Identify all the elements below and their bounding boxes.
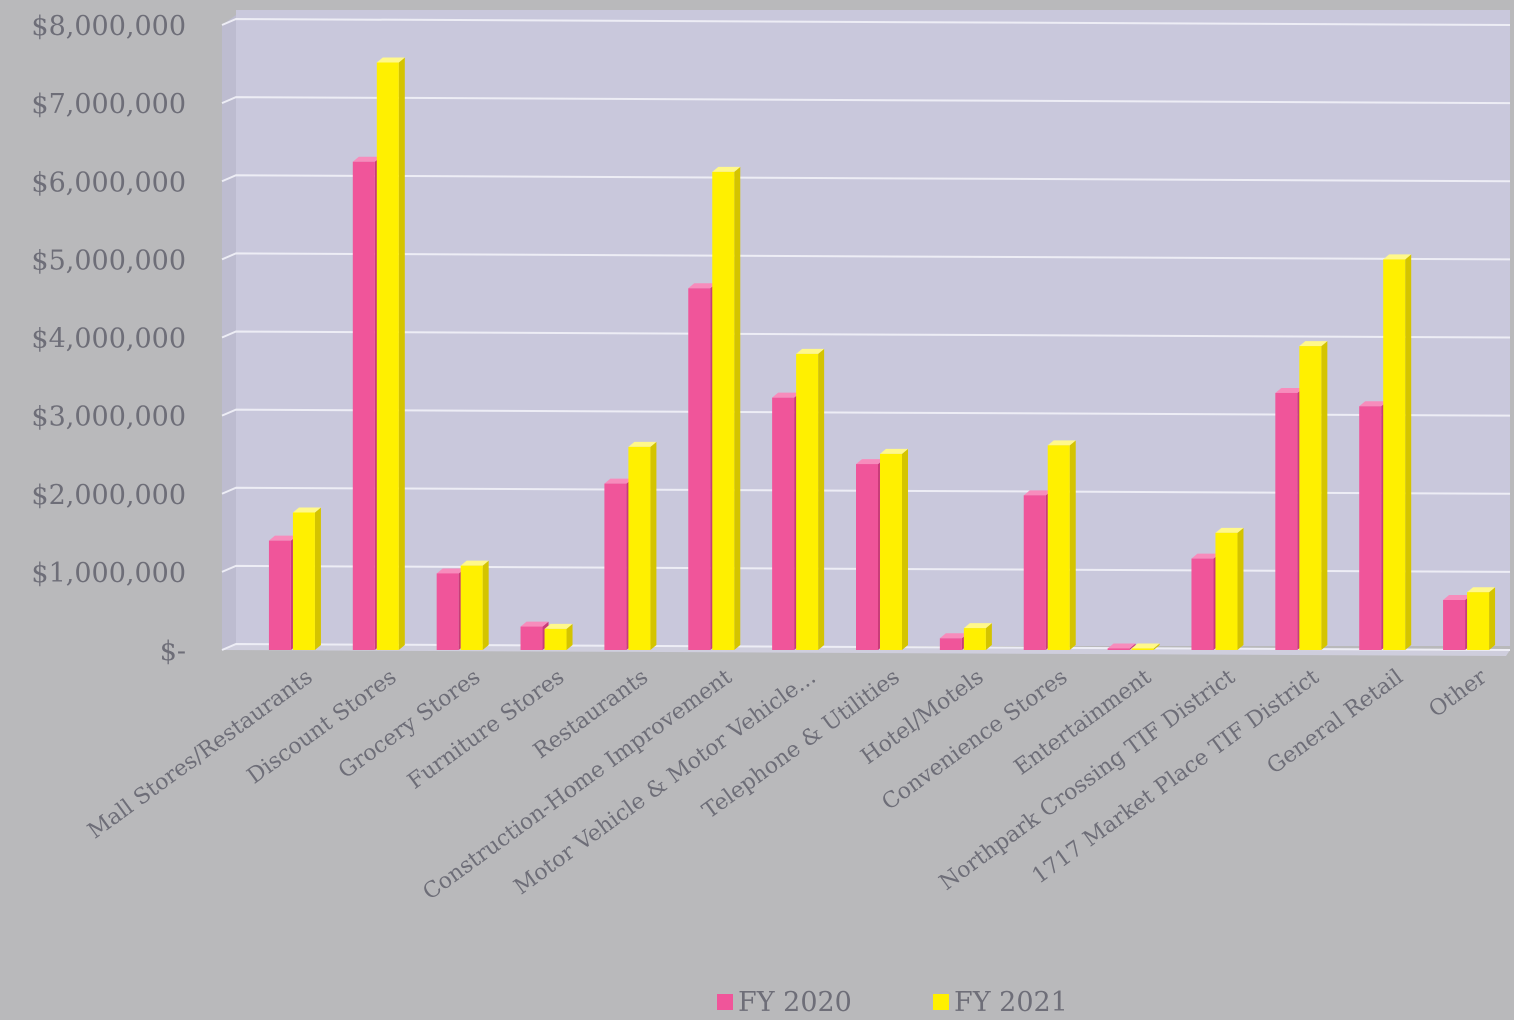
bar-fy-2020-furniture-stores	[520, 621, 549, 650]
y-tick-label: $3,000,000	[31, 402, 186, 433]
bar-fy-2020-restaurants	[604, 478, 633, 650]
gridline	[221, 564, 1511, 573]
x-tick-label: Construction-Home Improvement	[419, 665, 737, 906]
bar-fy-2021-entertainment	[1131, 643, 1160, 650]
gridline	[221, 252, 1511, 261]
y-tick-label: $1,000,000	[31, 558, 186, 589]
bar-fy-2021-construction-home-improvement	[712, 166, 741, 650]
bar-fy-2020-mall-stores-restaurants	[268, 535, 297, 650]
y-tick-label: $7,000,000	[31, 89, 186, 120]
legend-swatch-fy-2021	[933, 994, 949, 1010]
x-tick-label: Northpark Crossing TIF District	[935, 665, 1240, 896]
bar-fy-2021-motor-vehicle-motor-vehicle	[796, 348, 825, 650]
y-tick-label: $8,000,000	[31, 11, 186, 42]
legend-label-fy-2020: FY 2020	[738, 987, 852, 1018]
gridline	[221, 330, 1511, 339]
y-tick-label: $-	[160, 636, 186, 667]
bar-fy-2021-other	[1467, 587, 1496, 650]
bar-fy-2021-hotel-motels	[963, 623, 992, 650]
legend: FY 2020 FY 2021	[717, 987, 1068, 1018]
bar-fy-2021-northpark-crossing-tif-district	[1215, 527, 1244, 650]
bar-fy-2020-motor-vehicle-motor-vehicle	[772, 392, 801, 650]
legend-swatch-fy-2020	[717, 994, 733, 1010]
bar-fy-2020-entertainment	[1107, 643, 1136, 650]
y-tick-label: $2,000,000	[31, 480, 186, 511]
y-tick-label: $5,000,000	[31, 245, 186, 276]
bar-fy-2020-hotel-motels	[939, 633, 968, 650]
bar-fy-2020-1717-market-place-tif-district	[1275, 387, 1304, 650]
bar-fy-2021-mall-stores-restaurants	[292, 507, 321, 650]
gridline	[221, 642, 1511, 651]
bar-fy-2021-restaurants	[628, 441, 657, 650]
bar-fy-2021-telephone-utilities	[880, 448, 908, 650]
gridline	[221, 96, 1511, 105]
x-tick-label: Discount Stores	[243, 665, 401, 790]
bar-fy-2021-general-retail	[1383, 254, 1412, 650]
x-tick-label: Entertainment	[1010, 665, 1156, 781]
y-tick-label: $6,000,000	[31, 167, 186, 198]
bar-fy-2021-discount-stores	[376, 57, 405, 650]
y-tick-label: $4,000,000	[31, 324, 186, 355]
x-tick-label: Motor Vehicle & Motor Vehicle...	[510, 665, 821, 900]
gridline	[221, 408, 1511, 417]
bar-fy-2021-convenience-stores	[1047, 440, 1076, 650]
legend-label-fy-2021: FY 2021	[954, 987, 1068, 1018]
bar-fy-2020-general-retail	[1359, 401, 1388, 650]
gridline	[221, 486, 1511, 495]
bar-fy-2020-convenience-stores	[1023, 490, 1052, 650]
bar-fy-2020-discount-stores	[352, 156, 381, 650]
bar-fy-2020-other	[1443, 595, 1472, 650]
x-tick-label: Grocery Stores	[334, 665, 485, 784]
gridline	[221, 174, 1511, 183]
x-tick-label: Furniture Stores	[403, 665, 569, 795]
bar-fy-2021-furniture-stores	[544, 623, 573, 650]
bar-fy-2021-1717-market-place-tif-district	[1299, 341, 1328, 650]
bar-fy-2020-northpark-crossing-tif-district	[1191, 553, 1220, 650]
bar-fy-2020-grocery-stores	[436, 568, 465, 650]
bar-fy-2020-telephone-utilities	[856, 459, 884, 650]
bar-fy-2021-grocery-stores	[460, 560, 489, 650]
bar-fy-2020-construction-home-improvement	[688, 283, 717, 650]
gridline	[221, 17, 1511, 26]
x-tick-label: Other	[1425, 664, 1492, 722]
